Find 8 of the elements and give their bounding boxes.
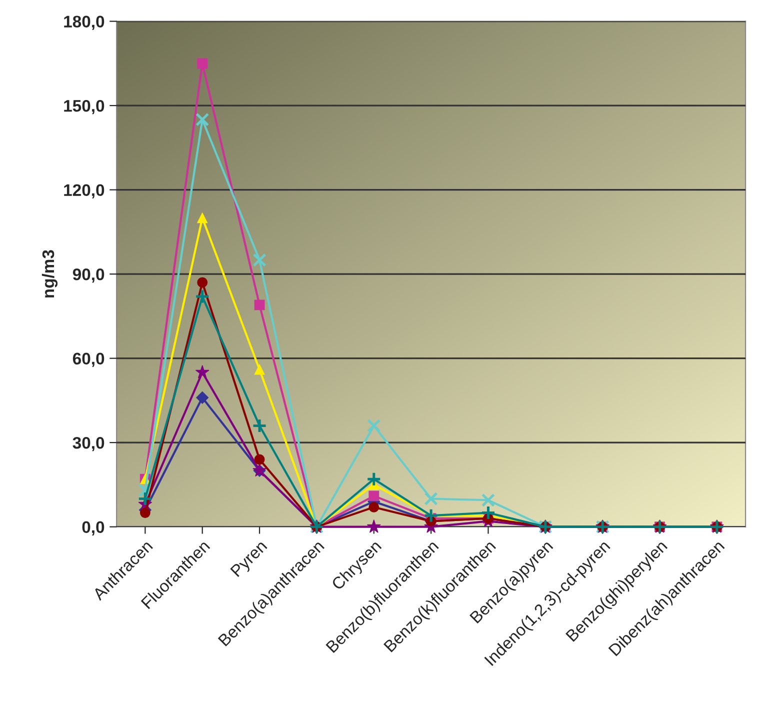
y-tick-label: 0,0 [82, 521, 104, 536]
y-tick-label: 90,0 [72, 268, 104, 283]
y-tick-label: 30,0 [72, 436, 104, 452]
y-tick-label: 180,0 [64, 16, 104, 30]
y-tick-label: 120,0 [64, 184, 104, 198]
y-axis-title: ng/m3 [42, 250, 58, 298]
y-tick-label: 60,0 [72, 352, 104, 367]
y-tick-label: 150,0 [64, 100, 104, 114]
